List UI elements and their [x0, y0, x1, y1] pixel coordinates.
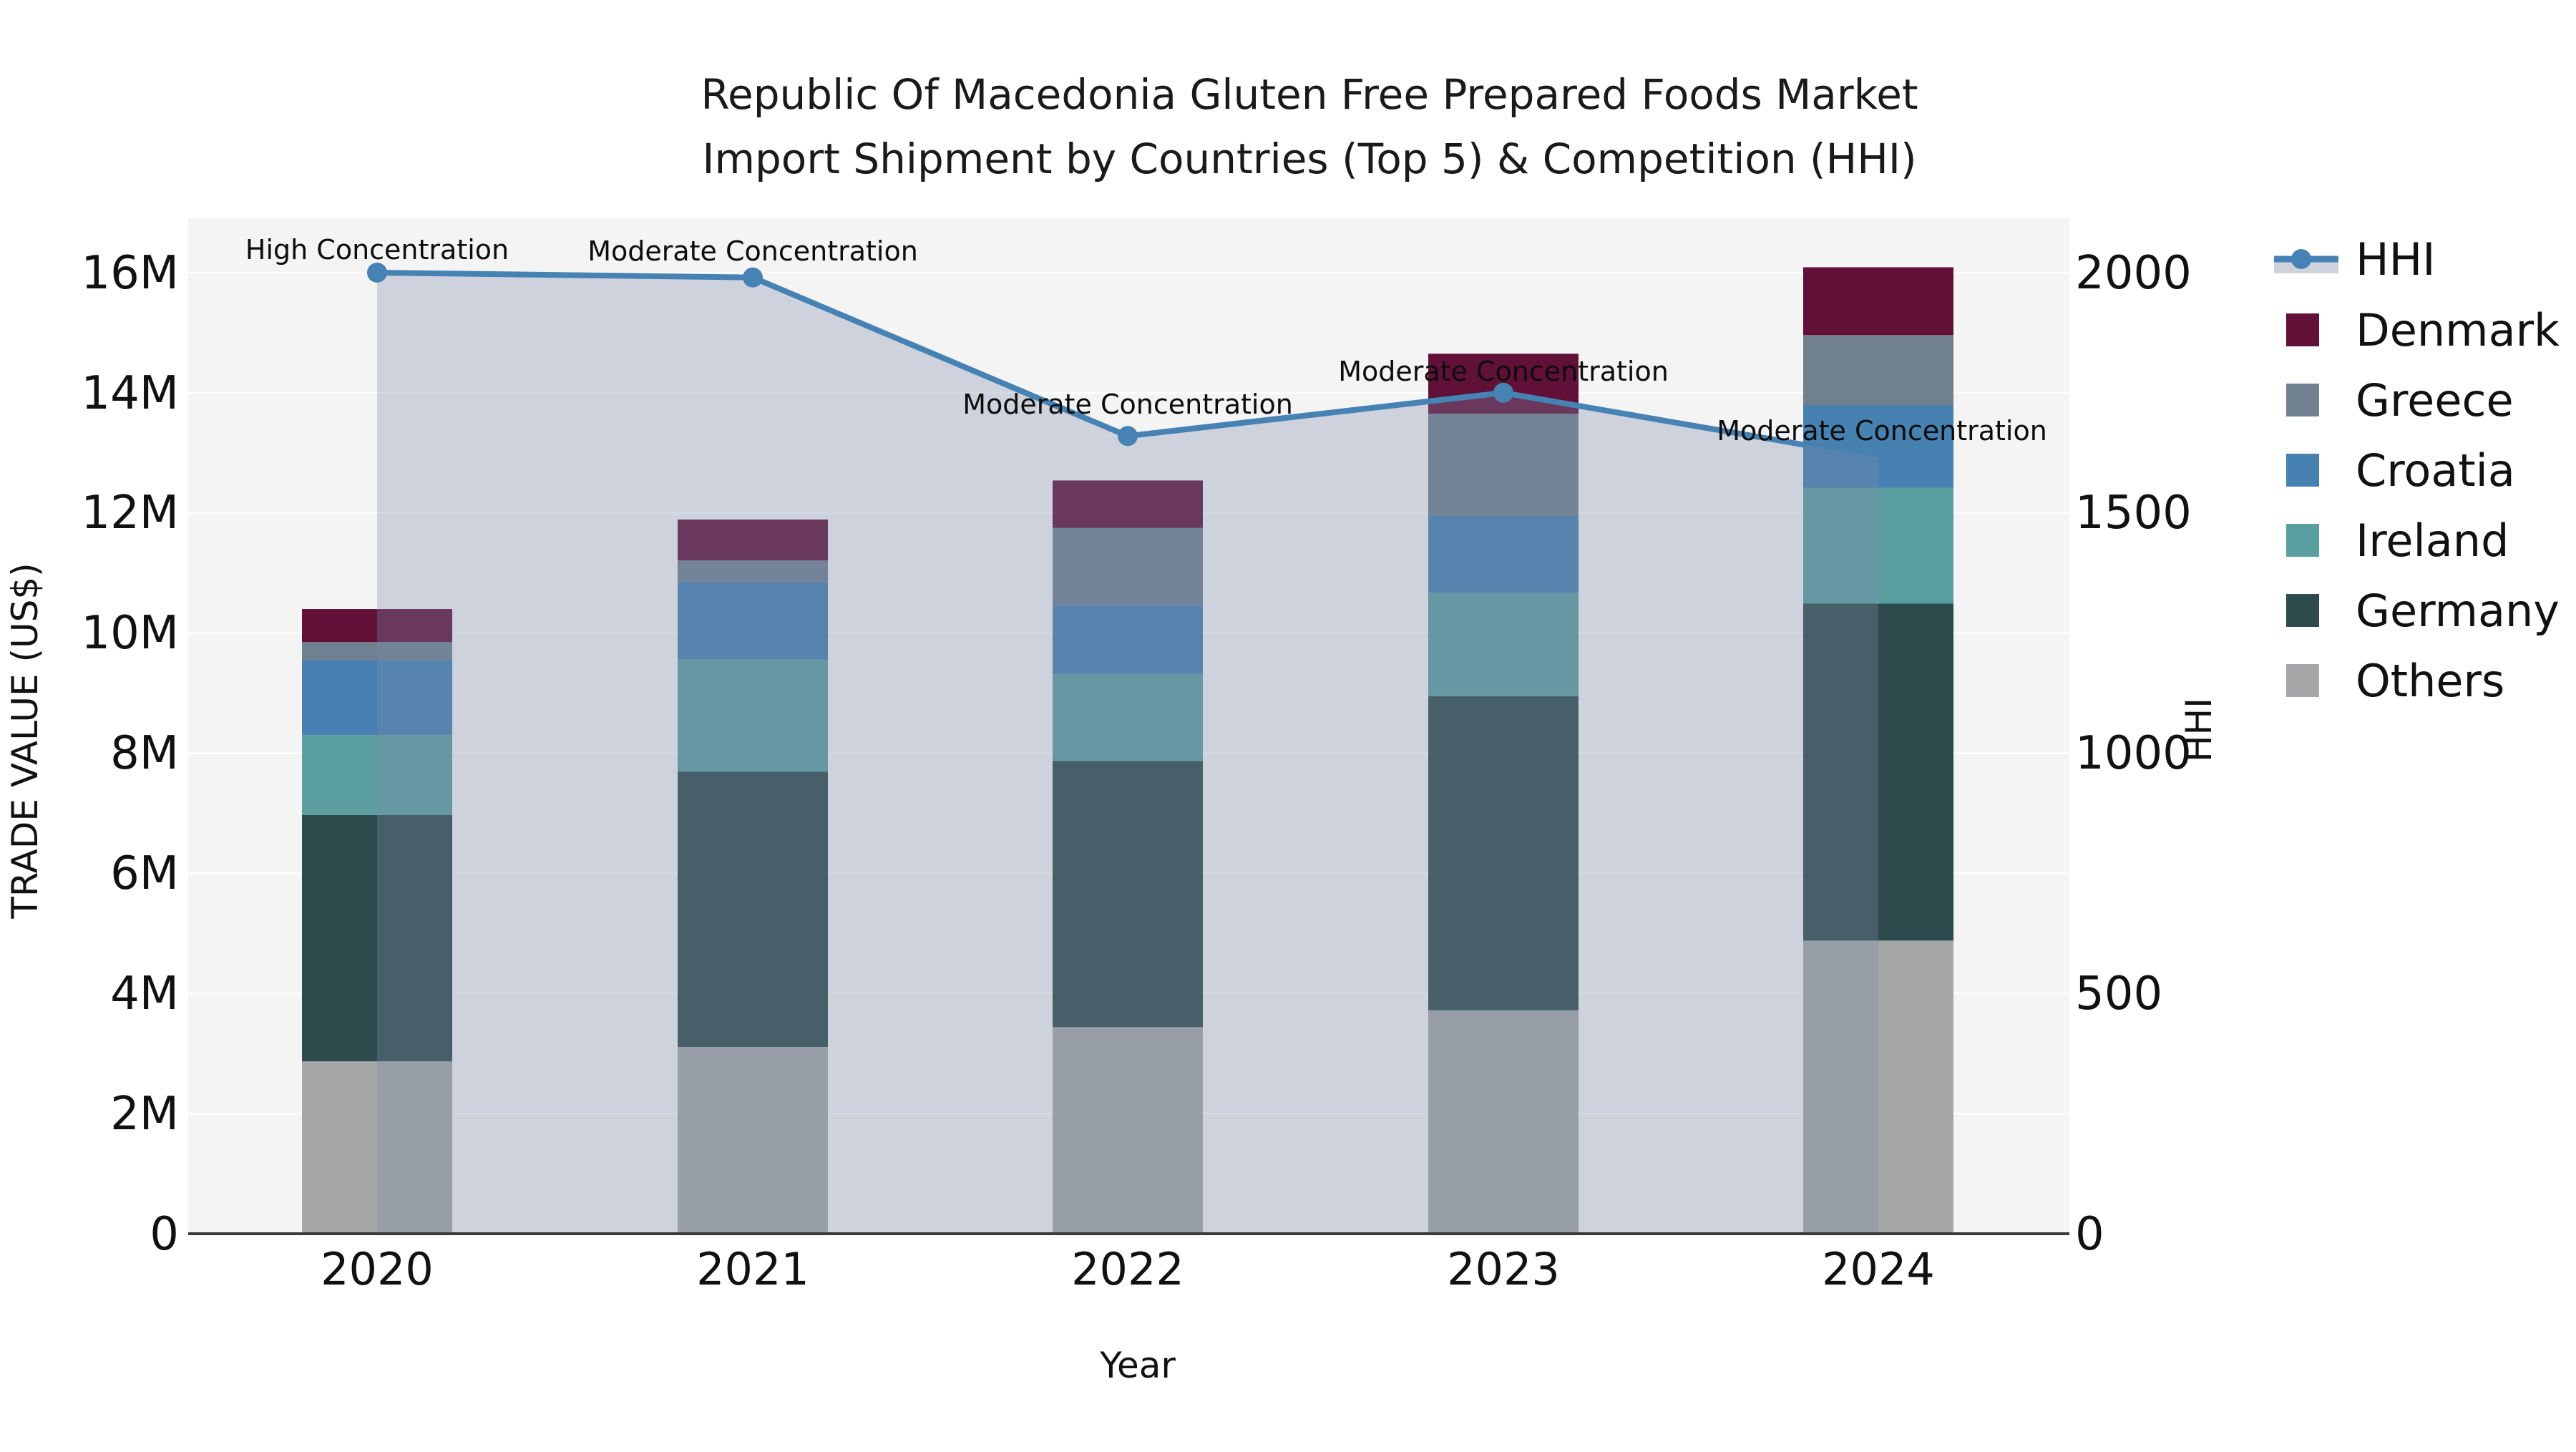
legend-item-denmark[interactable]: Denmark [2286, 304, 2560, 356]
y-left-tick-6m: 6M [110, 847, 179, 900]
hhi-marker-2020[interactable] [367, 263, 387, 283]
bar-segment-2020-denmark[interactable] [302, 609, 452, 643]
annotation-2020: High Concentration [245, 234, 509, 265]
bar-segment-2020-ireland[interactable] [302, 735, 452, 815]
legend-label-croatia: Croatia [2356, 444, 2515, 497]
bar-segment-2022-croatia[interactable] [1053, 605, 1203, 674]
hhi-marker-2021[interactable] [743, 267, 763, 288]
legend: HHI Denmark Greece Croatia Ireland Germa… [2274, 233, 2560, 707]
legend-item-hhi[interactable]: HHI [2274, 233, 2436, 286]
bar-segment-2021-denmark[interactable] [678, 519, 828, 561]
croatia-swatch [2286, 454, 2319, 487]
y-left-tick-16m: 16M [81, 247, 179, 300]
bar-segment-2020-croatia[interactable] [302, 660, 452, 736]
bar-segment-2022-denmark[interactable] [1053, 480, 1203, 528]
bar-segment-2024-ireland[interactable] [1803, 487, 1953, 604]
bar-segment-2021-others[interactable] [678, 1046, 828, 1234]
y-right-tick-2000: 2000 [2075, 247, 2192, 300]
y-left-tick-12m: 12M [81, 487, 179, 540]
ireland-swatch [2286, 524, 2319, 557]
y-right-tick-1000: 1000 [2075, 727, 2192, 780]
legend-label-greece: Greece [2356, 374, 2514, 427]
hhi-marker-2023[interactable] [1493, 382, 1513, 403]
legend-item-croatia[interactable]: Croatia [2286, 444, 2515, 497]
annotation-2024: Moderate Concentration [1717, 415, 2047, 447]
plot-area [188, 218, 2069, 1235]
x-axis-title: Year [1099, 1345, 1176, 1386]
legend-item-germany[interactable]: Germany [2286, 585, 2560, 637]
annotation-2023: Moderate Concentration [1338, 356, 1669, 387]
bar-segment-2020-others[interactable] [302, 1061, 452, 1234]
legend-label-denmark: Denmark [2356, 304, 2560, 356]
x-tick-2023: 2023 [1447, 1243, 1560, 1295]
annotation-2022: Moderate Concentration [962, 389, 1293, 420]
legend-item-ireland[interactable]: Ireland [2286, 515, 2509, 567]
bar-segment-2021-greece[interactable] [678, 560, 828, 583]
bar-segment-2024-denmark[interactable] [1803, 267, 1953, 336]
y-left-tick-2m: 2M [110, 1088, 179, 1141]
y-axis-title-right: HHI [2178, 698, 2220, 762]
bar-segment-2022-germany[interactable] [1053, 761, 1203, 1028]
others-swatch [2286, 664, 2319, 697]
bar-segment-2024-germany[interactable] [1803, 603, 1953, 941]
y-left-tick-8m: 8M [110, 727, 179, 780]
legend-label-ireland: Ireland [2356, 515, 2509, 567]
y-left-tick-14m: 14M [81, 367, 179, 420]
bar-segment-2022-ireland[interactable] [1053, 673, 1203, 761]
denmark-swatch [2286, 313, 2319, 346]
bar-segment-2023-croatia[interactable] [1428, 515, 1579, 593]
germany-swatch [2286, 594, 2319, 627]
x-tick-2021: 2021 [696, 1243, 809, 1295]
legend-label-germany: Germany [2356, 585, 2560, 637]
bar-segment-2023-germany[interactable] [1428, 696, 1579, 1010]
hhi-marker-2022[interactable] [1118, 426, 1138, 447]
bar-segment-2021-croatia[interactable] [678, 582, 828, 660]
hhi-marker-swatch [2291, 249, 2311, 269]
x-tick-2024: 2024 [1822, 1243, 1935, 1295]
y-left-tick-4m: 4M [110, 968, 179, 1020]
bar-segment-2023-ireland[interactable] [1428, 593, 1579, 696]
chart-title-line2: Import Shipment by Countries (Top 5) & C… [702, 135, 1916, 183]
bar-segment-2024-greece[interactable] [1803, 335, 1953, 406]
bar-segment-2022-greece[interactable] [1053, 527, 1203, 605]
legend-label-others: Others [2356, 655, 2504, 707]
x-tick-2022: 2022 [1071, 1243, 1184, 1295]
y-right-tick-1500: 1500 [2075, 487, 2192, 540]
annotation-2021: Moderate Concentration [587, 235, 918, 267]
x-tick-2020: 2020 [321, 1243, 434, 1295]
hhi-area-fill [377, 273, 1878, 1234]
greece-swatch [2286, 384, 2319, 416]
bar-segment-2024-croatia[interactable] [1803, 405, 1953, 488]
bar-segment-2024-others[interactable] [1803, 940, 1953, 1234]
bar-segment-2023-others[interactable] [1428, 1010, 1579, 1234]
bar-segment-2022-others[interactable] [1053, 1027, 1203, 1234]
legend-label-hhi: HHI [2356, 233, 2436, 286]
y-left-tick-10m: 10M [81, 607, 179, 660]
chart-title-line1: Republic Of Macedonia Gluten Free Prepar… [701, 70, 1918, 119]
y-right-tick-0: 0 [2075, 1208, 2104, 1261]
y-axis-title-left: TRADE VALUE (US$) [4, 562, 46, 919]
bar-segment-2020-germany[interactable] [302, 814, 452, 1062]
y-right-tick-500: 500 [2075, 968, 2162, 1020]
legend-item-others[interactable]: Others [2286, 655, 2504, 707]
legend-item-greece[interactable]: Greece [2286, 374, 2514, 427]
bar-segment-2023-greece[interactable] [1428, 414, 1579, 516]
y-left-tick-0: 0 [150, 1208, 179, 1261]
bar-segment-2021-germany[interactable] [678, 771, 828, 1047]
bar-segment-2020-greece[interactable] [302, 642, 452, 661]
bar-segment-2021-ireland[interactable] [678, 659, 828, 772]
